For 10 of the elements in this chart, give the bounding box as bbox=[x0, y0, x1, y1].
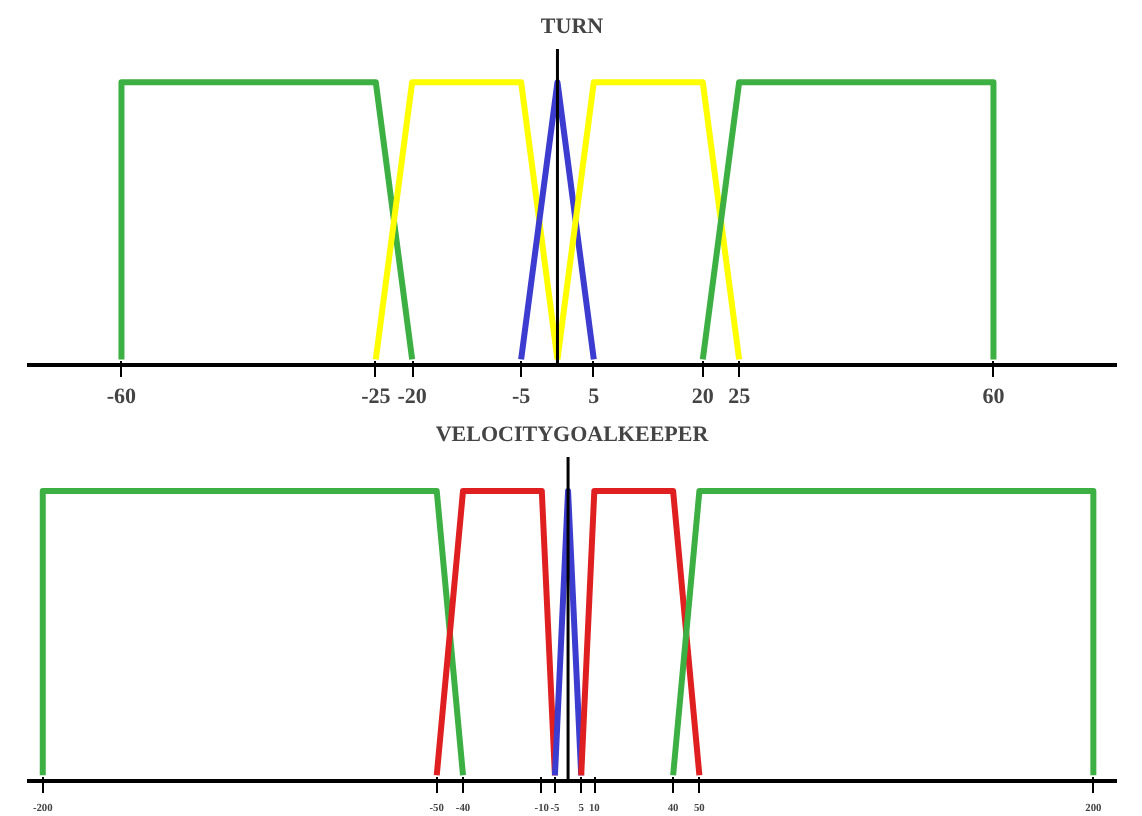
x-tick-label: 60 bbox=[982, 385, 1006, 409]
x-tick-label: -25 bbox=[361, 385, 392, 409]
chart-title: TURN bbox=[540, 15, 604, 39]
x-tick-label: 25 bbox=[728, 385, 752, 409]
x-tick-label: 20 bbox=[691, 385, 715, 409]
x-tick-label: -20 bbox=[397, 385, 428, 409]
x-tick-label: -60 bbox=[106, 385, 138, 409]
chart-title: VELOCITYGOALKEEPER bbox=[435, 423, 711, 447]
x-tick-label: 5 bbox=[588, 385, 601, 409]
x-tick-label: -5 bbox=[511, 385, 532, 409]
